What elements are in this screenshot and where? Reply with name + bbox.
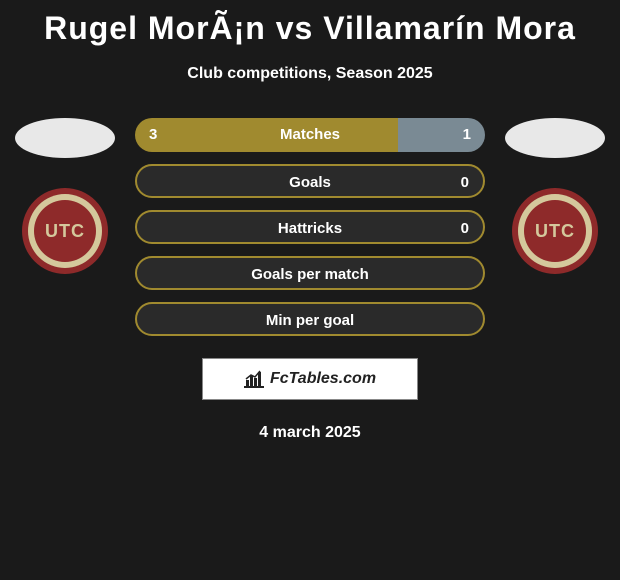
- bar-label: Min per goal: [137, 304, 483, 336]
- stat-bar-row: Hattricks0: [135, 210, 485, 244]
- stat-bar-row: Goals per match: [135, 256, 485, 290]
- badge-text-right: UTC: [535, 221, 575, 242]
- bar-label: Matches: [135, 118, 485, 152]
- subtitle: Club competitions, Season 2025: [0, 65, 620, 83]
- date-text: 4 march 2025: [0, 424, 620, 442]
- stat-bar-row: Goals0: [135, 164, 485, 198]
- attribution-box: FcTables.com: [202, 358, 418, 400]
- comparison-container: Rugel MorÃ¡n vs Villamarín Mora Club com…: [0, 0, 620, 452]
- club-badge-left: UTC: [22, 188, 108, 274]
- bar-label: Hattricks: [137, 212, 483, 244]
- attribution-text: FcTables.com: [270, 370, 376, 388]
- right-side: UTC: [505, 118, 605, 274]
- bar-label: Goals: [137, 166, 483, 198]
- stat-bar-row: Matches3 1: [135, 118, 485, 152]
- bar-value-right: 0: [461, 212, 469, 244]
- bar-value-right: 0: [461, 166, 469, 198]
- stat-bar-row: Min per goal: [135, 302, 485, 336]
- bar-chart-icon: [244, 370, 264, 388]
- bar-label: Goals per match: [137, 258, 483, 290]
- player-photo-right: [505, 118, 605, 158]
- page-title: Rugel MorÃ¡n vs Villamarín Mora: [0, 10, 620, 47]
- stat-bars: Matches31Goals0Hattricks0Goals per match…: [135, 118, 485, 336]
- bar-value-left: 3: [149, 118, 157, 152]
- player-photo-left: [15, 118, 115, 158]
- club-badge-right: UTC: [512, 188, 598, 274]
- left-side: UTC: [15, 118, 115, 274]
- bar-value-right: 1: [463, 118, 471, 152]
- badge-text-left: UTC: [45, 221, 85, 242]
- main-row: UTC Matches31Goals0Hattricks0Goals per m…: [0, 118, 620, 336]
